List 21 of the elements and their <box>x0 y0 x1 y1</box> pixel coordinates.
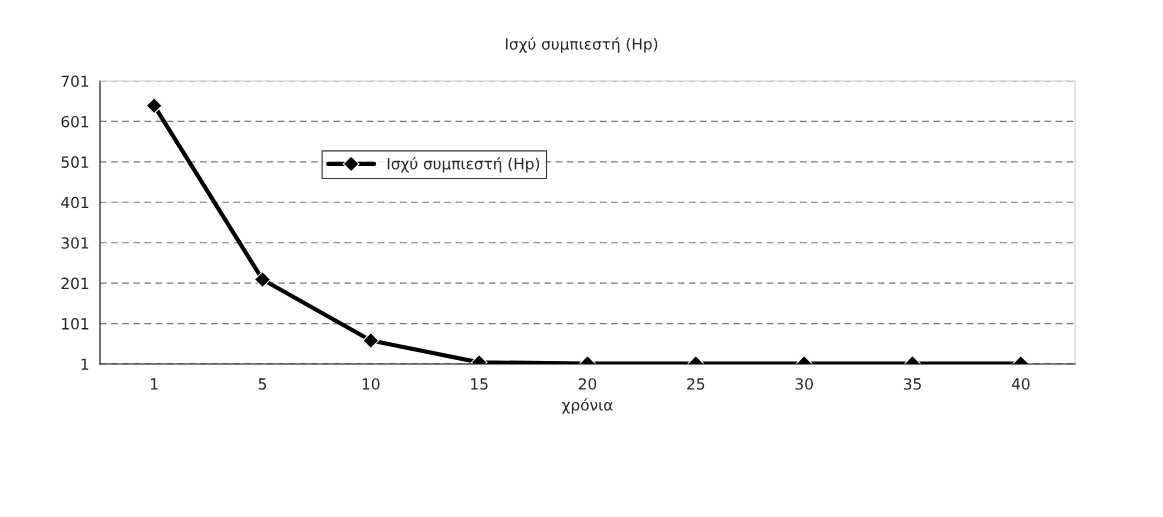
y-tick-label: 601 <box>61 115 89 128</box>
x-tick-label: 20 <box>578 378 597 390</box>
x-tick-label: 5 <box>258 378 267 390</box>
x-tick-label: 30 <box>795 378 813 390</box>
y-tick-label: 201 <box>61 277 89 290</box>
chart-title: Ισχύ συμπιεστή (Hp) <box>505 37 658 53</box>
y-tick-label: 301 <box>61 237 89 249</box>
y-tick-label: 101 <box>62 318 89 330</box>
x-tick-label: 40 <box>1011 378 1030 390</box>
y-tick-label: 1 <box>81 358 89 370</box>
y-tick-label: 401 <box>61 196 89 209</box>
x-tick-label: 15 <box>471 378 488 390</box>
point <box>145 97 163 115</box>
x-axis-title: χρόνια <box>562 398 613 414</box>
x-tick-label: 10 <box>362 378 380 390</box>
y-tick-label: 701 <box>61 75 89 88</box>
x-tick-label: 35 <box>903 378 921 390</box>
y-tick-label: 501 <box>61 156 89 168</box>
legend-label: Ισχύ συμπιεστή (Hp) <box>387 157 540 173</box>
x-tick-label: 1 <box>150 378 158 390</box>
x-tick-label: 25 <box>687 378 705 390</box>
